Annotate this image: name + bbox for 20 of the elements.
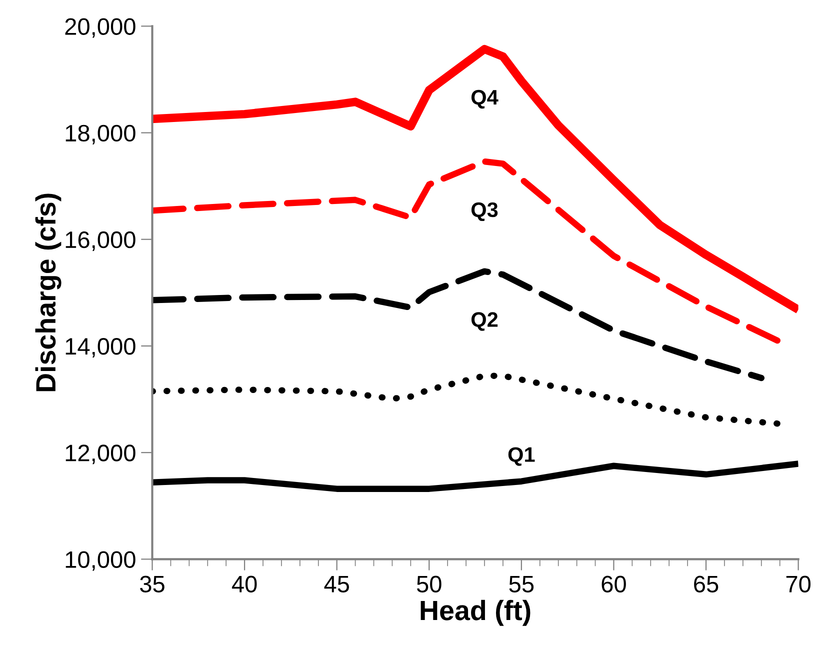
x-tick-label: 50	[416, 576, 442, 592]
series-label: Q3	[471, 202, 498, 222]
series-label: Q2	[471, 312, 498, 331]
y-tick-label: 10,000	[66, 551, 136, 571]
x-tick-label: 60	[602, 576, 626, 592]
x-tick-label: 40	[232, 576, 257, 592]
x-axis-title: Head (ft)	[420, 600, 530, 626]
x-tick-label: 65	[694, 576, 718, 592]
x-tick-label: 35	[140, 576, 164, 592]
series-label: Q4	[471, 90, 498, 109]
y-axis-title: Discharge (cfs)	[35, 194, 62, 392]
x-tick-label: 55	[509, 576, 534, 592]
series-label: Q1	[508, 447, 535, 466]
x-tick-label: 45	[324, 576, 349, 592]
x-tick-label: 70	[786, 576, 811, 592]
y-tick-label: 12,000	[66, 444, 136, 464]
y-tick-label: 20,000	[65, 18, 136, 38]
y-tick-label: 16,000	[66, 231, 136, 251]
y-tick-label: 18,000	[66, 124, 136, 144]
y-tick-label: 14,000	[66, 338, 136, 358]
